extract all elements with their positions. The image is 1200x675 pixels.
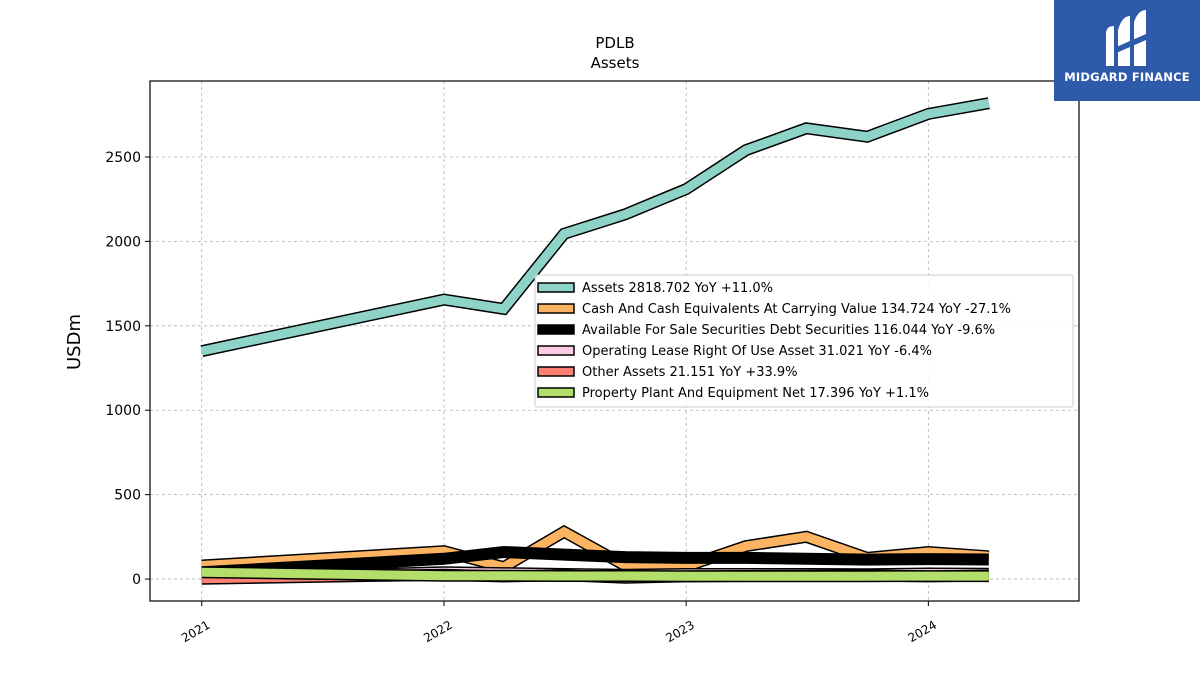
legend-entry: Cash And Cash Equivalents At Carrying Va… [582,302,1011,317]
y-tick-label: 2500 [105,150,141,166]
legend-entry: Other Assets 21.151 YoY +33.9% [582,365,798,380]
legend-entry: Available For Sale Securities Debt Secur… [582,323,995,338]
legend-swatch [537,366,575,377]
y-tick-label: 1500 [105,319,141,335]
legend-entry: Operating Lease Right Of Use Asset 31.02… [582,344,932,359]
legend-entry: Assets 2818.702 YoY +11.0% [582,281,773,296]
legend-swatch [537,282,575,293]
legend-swatch [537,303,575,314]
legend-swatch [537,324,575,335]
x-tick-label: 2021 [179,618,212,645]
chart-title: PDLB [595,34,634,52]
y-axis-ticks: 0 500 1000 1500 2000 2500 [105,150,150,588]
chart-subtitle: Assets [591,54,640,72]
y-tick-label: 2000 [105,234,141,250]
brand-name: MIDGARD FINANCE [1064,70,1190,84]
series-line [201,567,989,581]
y-tick-label: 500 [114,488,141,504]
midgard-m-logo-icon [1106,10,1146,66]
series-layer [200,97,990,585]
legend-box [534,274,1074,408]
x-tick-label: 2024 [906,618,939,645]
legend-swatch [537,387,575,398]
legend-entry: Property Plant And Equipment Net 17.396 … [582,386,929,401]
brand-logo: MIDGARD FINANCE [1054,0,1200,101]
y-tick-label: 1000 [105,403,141,419]
legend-swatch [537,345,575,356]
legend: Assets 2818.702 YoY +11.0% Cash And Cash … [534,274,1074,408]
x-tick-label: 2022 [421,618,454,645]
series-line [200,98,990,356]
y-axis-label: USDm [64,314,85,370]
x-axis-ticks: 2021 2022 2023 2024 [179,601,939,645]
x-tick-label: 2023 [663,618,696,645]
plot-frame [149,80,1080,602]
y-tick-label: 0 [132,572,141,588]
series-line [201,545,989,579]
